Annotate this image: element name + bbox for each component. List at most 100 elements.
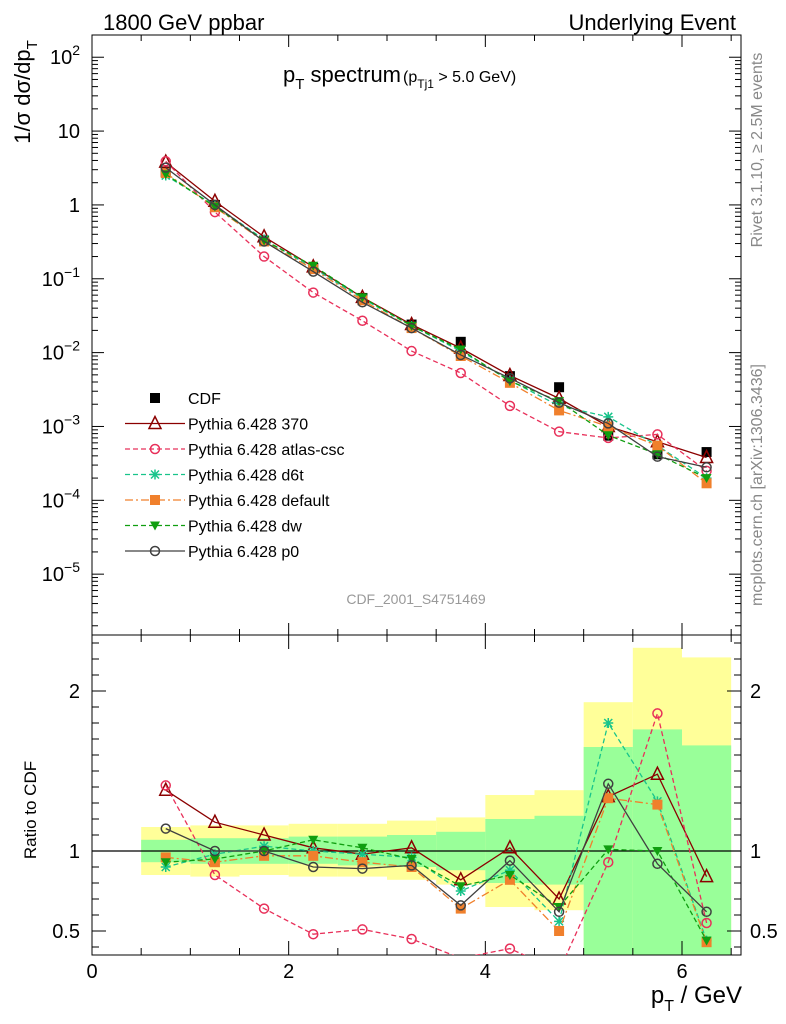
collision-title: 1800 GeV ppbar (103, 10, 264, 35)
ratio-point (406, 860, 417, 871)
data-point (652, 440, 663, 451)
ratio-y-tick-label: 0.5 (52, 921, 80, 943)
legend: CDF Pythia 6.428 370 Pythia 6.428 atlas-cs… (125, 391, 345, 561)
ratio-point (160, 858, 171, 868)
ratio-point (455, 903, 466, 914)
ratio-point (554, 916, 565, 927)
rivet-version-label: Rivet 3.1.10, ≥ 2.5M events (749, 53, 766, 248)
ratio-point (357, 857, 368, 868)
ratio-point (209, 845, 221, 857)
x-tick-label: 4 (480, 961, 491, 983)
ratio-point (209, 855, 220, 864)
ratio-line (165, 839, 708, 941)
ratio-line (165, 797, 708, 943)
ratio-point (406, 933, 417, 945)
data-point (553, 397, 565, 408)
x-tick-label: 2 (283, 961, 294, 983)
legend-marker (150, 521, 160, 531)
series-line (165, 161, 707, 459)
ratio-point (652, 799, 663, 810)
ratio-point (357, 863, 368, 874)
y-tick-label: 10−4 (42, 485, 80, 512)
legend-marker (150, 469, 160, 480)
legend-item: Pythia 6.428 370 (125, 414, 308, 434)
ratio-point (160, 823, 171, 834)
data-point (160, 170, 171, 180)
legend-marker (149, 443, 161, 455)
ratio-series-pythia-6-428-atlas-csc (160, 708, 712, 955)
legend-label: Pythia 6.428 default (188, 493, 330, 510)
data-point (554, 382, 565, 393)
ratio-point (504, 855, 516, 866)
ratio-line (165, 782, 708, 913)
ratio-point (701, 936, 712, 946)
y-tick-label: 10−5 (42, 559, 80, 586)
data-point (308, 266, 319, 277)
y-tick-label: 10 (58, 121, 80, 143)
ratio-point (308, 835, 319, 845)
analysis-id-label: CDF_2001_S4751469 (346, 591, 486, 607)
ratio-uncertainty-bands (92, 647, 741, 955)
legend-item: Pythia 6.428 p0 (125, 544, 299, 561)
legend-item: Pythia 6.428 dw (125, 519, 302, 536)
series-pythia-6-428-d6t (160, 170, 712, 484)
ratio-point (258, 845, 270, 857)
ratio-point (406, 855, 417, 864)
ratio-point (504, 865, 515, 876)
ratio-point (652, 858, 663, 870)
ratio-point (650, 765, 665, 780)
legend-marker (150, 393, 160, 403)
y-tick-label: 10−2 (42, 338, 80, 365)
ratio-point (603, 793, 614, 804)
data-point (209, 199, 221, 211)
legend-item: Pythia 6.428 default (125, 493, 330, 510)
green-band-bin (534, 815, 584, 885)
ratio-point (502, 839, 518, 854)
data-point (455, 350, 466, 361)
legend-label: Pythia 6.428 atlas-csc (188, 442, 345, 459)
ratio-y-axis-label: Ratio to CDF (21, 761, 40, 859)
y-tick-label: 10−3 (42, 411, 80, 438)
main-axis-ticks: 10−5 10−4 10−3 10−2 10−1 1 10 102 (42, 34, 741, 635)
ratio-point (603, 856, 614, 868)
ratio-point (699, 867, 714, 883)
y-tick-label: 10−1 (42, 264, 80, 291)
data-point (554, 405, 565, 416)
ratio-point (357, 843, 368, 853)
data-point (652, 451, 663, 462)
data-point (603, 411, 614, 422)
ratio-y-tick-label: 2 (69, 681, 80, 703)
ratio-point (160, 852, 171, 863)
ratio-point (652, 708, 663, 719)
data-point (701, 478, 712, 489)
data-point (652, 429, 663, 440)
ratio-line (165, 721, 708, 941)
data-point (160, 162, 171, 173)
legend-label: Pythia 6.428 dw (188, 519, 302, 536)
series-pythia-6-428-default (160, 168, 712, 489)
main-y-axis-label: 1/σ dσ/dpT (10, 40, 41, 144)
data-point (160, 156, 171, 167)
data-point (357, 315, 368, 327)
y-tick-label: 102 (50, 42, 80, 69)
ratio-point (553, 906, 565, 918)
ratio-point (603, 778, 614, 790)
data-point (209, 202, 220, 212)
main-series-group (158, 153, 714, 489)
data-point (308, 261, 319, 271)
data-point (455, 367, 466, 379)
data-point (603, 421, 614, 432)
ratio-point (258, 903, 270, 914)
mcplots-label: mcplots.cern.ch [arXiv:1306.3436] (749, 364, 766, 606)
ratio-point (603, 718, 614, 728)
data-point (603, 431, 614, 441)
ratio-point (455, 882, 466, 892)
data-point (455, 349, 466, 361)
data-point (406, 322, 417, 334)
ratio-point (357, 924, 368, 935)
ratio-series-group (158, 708, 714, 955)
legend-label: Pythia 6.428 p0 (188, 544, 299, 561)
data-point (406, 345, 417, 357)
data-point (357, 297, 368, 308)
